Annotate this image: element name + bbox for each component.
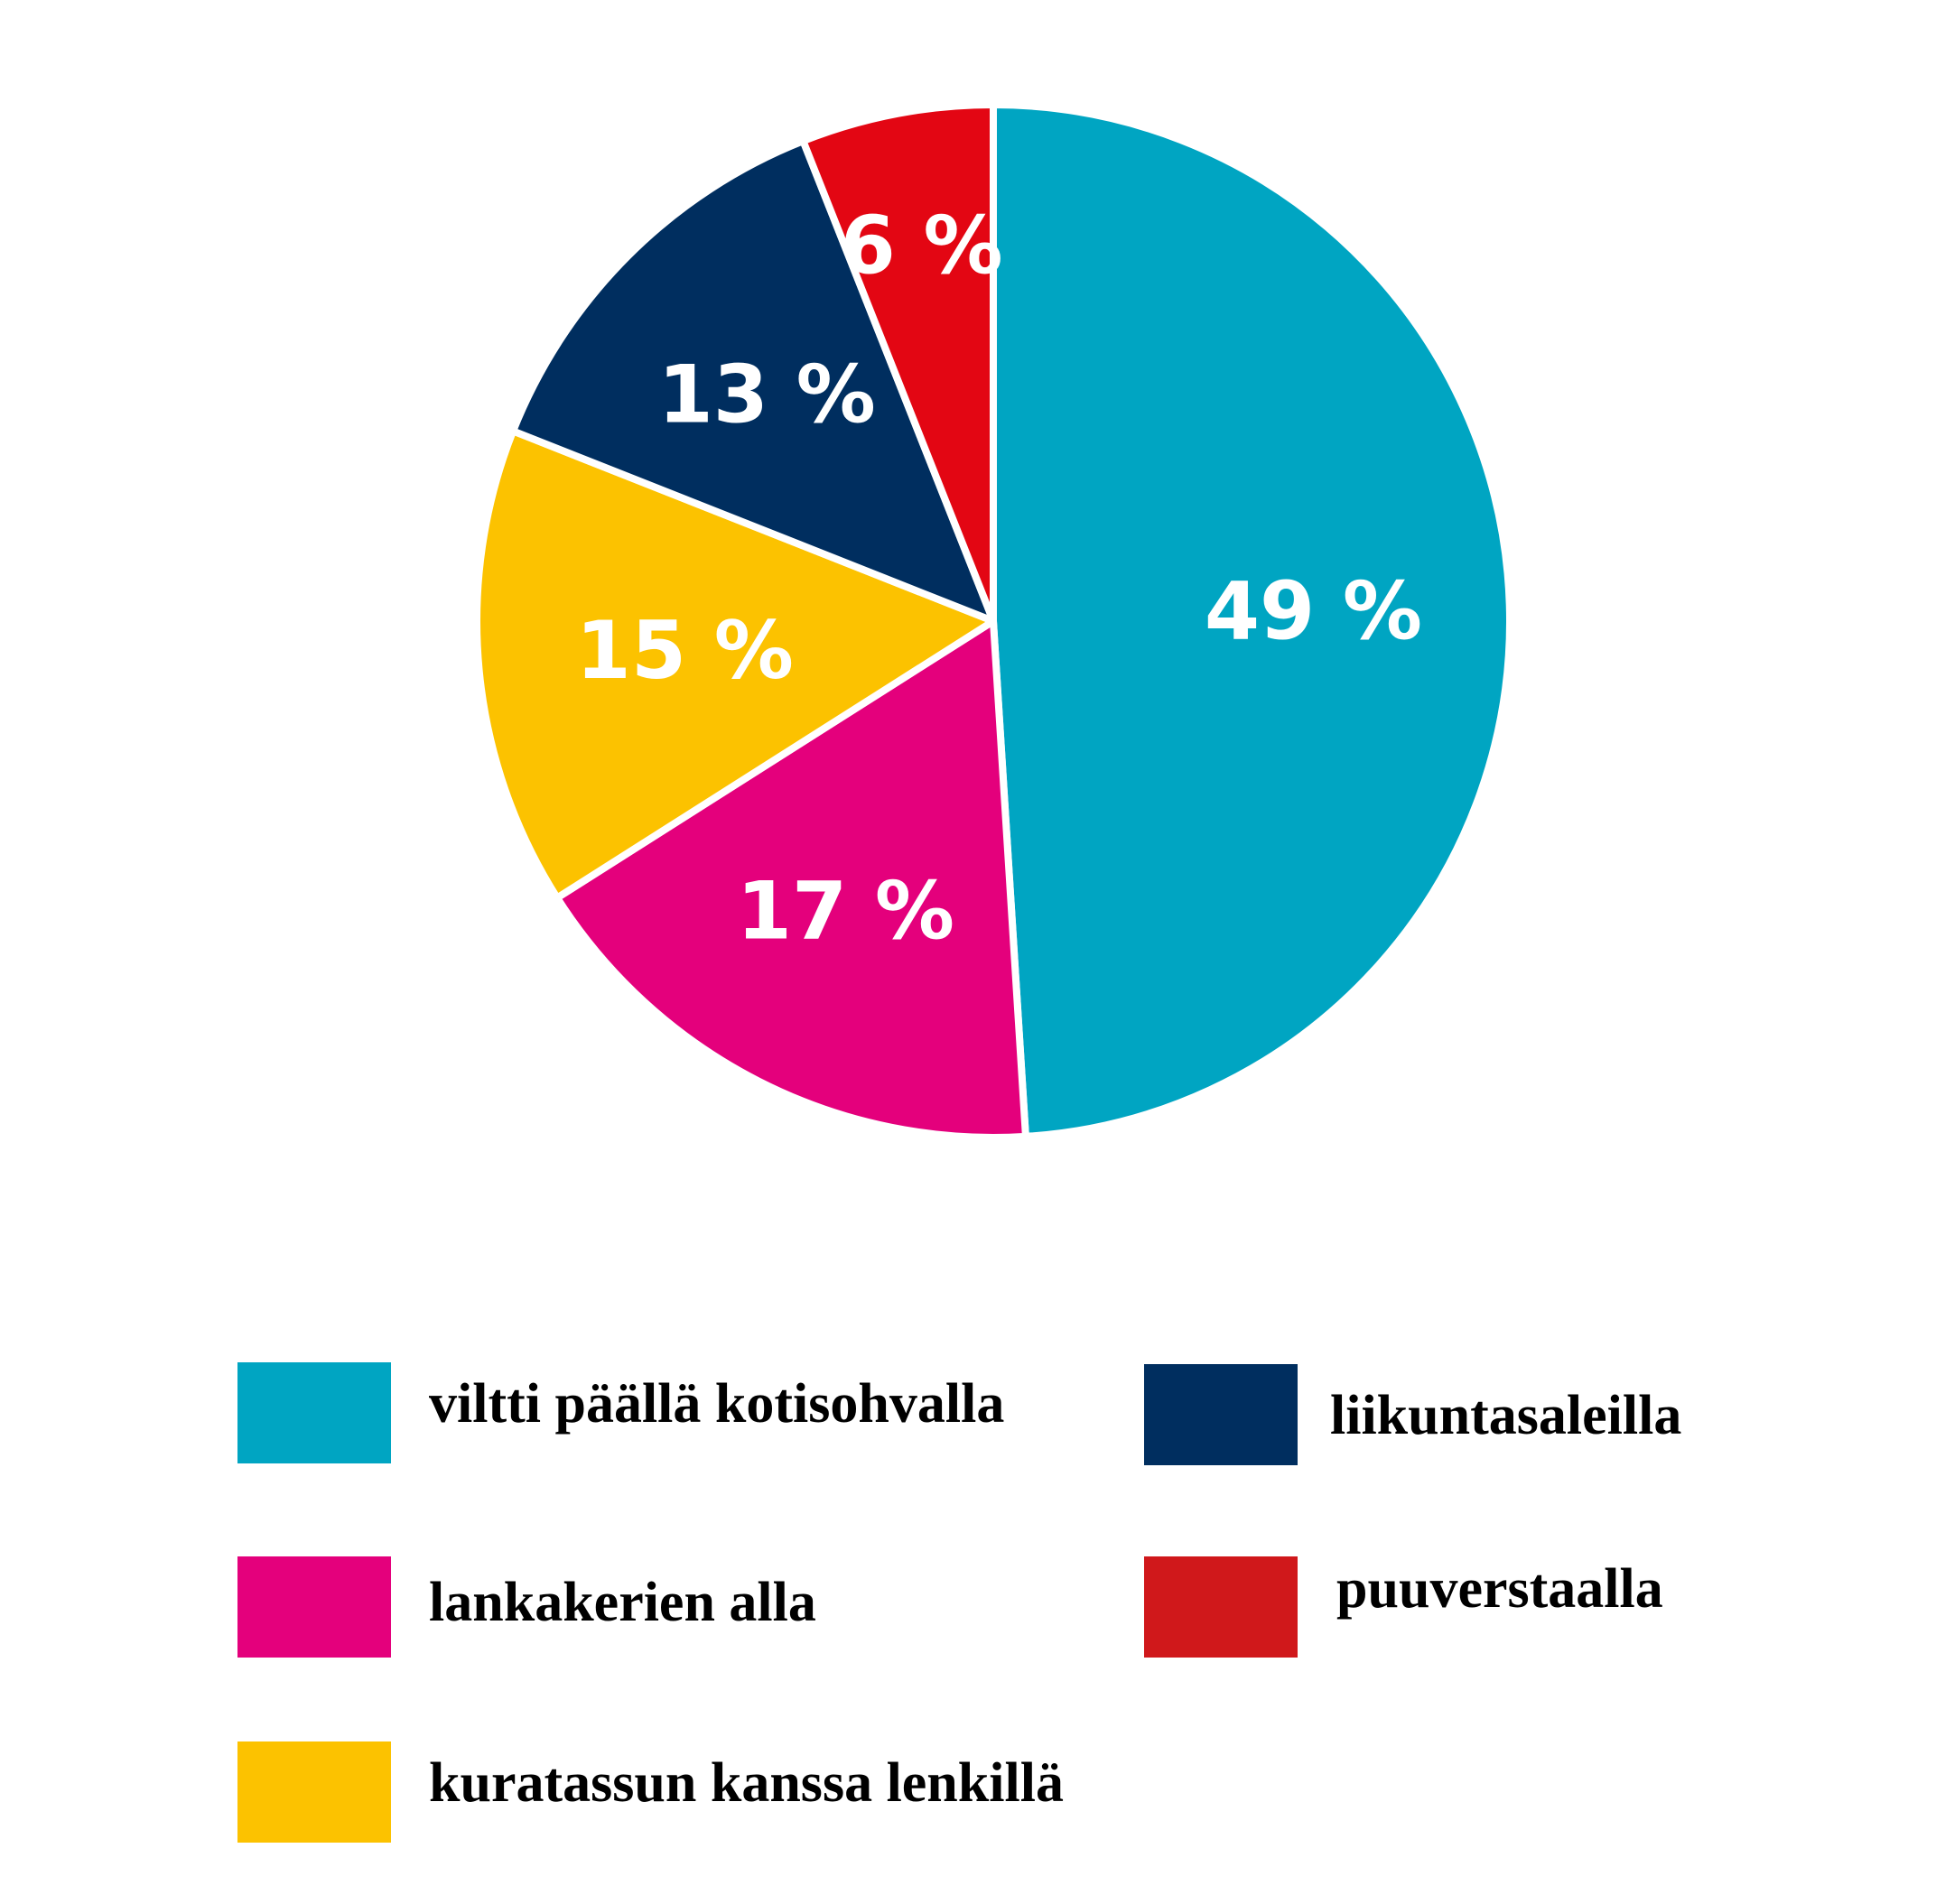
pie-slice-4 <box>509 137 997 625</box>
legend-swatch-4 <box>1144 1556 1298 1658</box>
legend-swatch-1 <box>237 1362 391 1463</box>
legend: viltti päällä kotisohvalla liikuntasaleil… <box>237 1362 1681 1843</box>
legend-label-3: lankakerien alla <box>429 1572 816 1633</box>
pie-slice-label-1: 49 % <box>1205 564 1422 657</box>
pie-slice-label-5: 6 % <box>841 200 1003 293</box>
pie-slice-3 <box>473 427 997 902</box>
pie-slice-5 <box>799 101 997 625</box>
legend-label-5: kuratassun kanssa lenkillä <box>429 1752 1064 1814</box>
legend-label-2: liikuntasaleilla <box>1330 1385 1681 1446</box>
legend-swatch-2 <box>1144 1364 1298 1465</box>
legend-swatch-5 <box>237 1741 391 1843</box>
legend-label-1: viltti päällä kotisohvalla <box>429 1373 1004 1435</box>
pie-slice-label-3: 15 % <box>576 604 794 697</box>
legend-label-4: puuverstaalla <box>1336 1558 1663 1620</box>
pie-slice-labels: 49 % 17 % 15 % 13 % 6 % <box>576 200 1422 958</box>
pie-slice-1 <box>990 101 1513 1140</box>
pie-slice-2 <box>554 618 1029 1141</box>
legend-swatch-3 <box>237 1556 391 1658</box>
pie-slice-label-2: 17 % <box>737 865 954 958</box>
pie-slice-label-4: 13 % <box>658 348 876 441</box>
pie-slices <box>473 101 1513 1141</box>
